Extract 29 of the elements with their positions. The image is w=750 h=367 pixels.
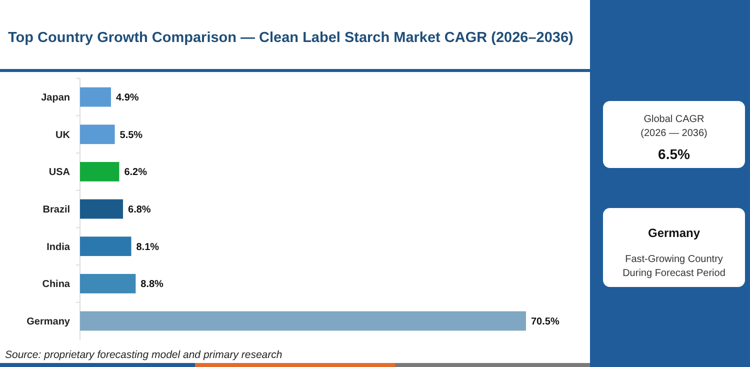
bar: [80, 124, 115, 144]
data-label: 5.5%: [120, 130, 143, 141]
text: (2026 — 2036): [640, 128, 708, 139]
bar: [80, 87, 111, 107]
text: During Forecast Period: [622, 268, 726, 279]
y-tick-label: USA: [48, 167, 70, 178]
text: Fast-Growing Country: [625, 254, 723, 265]
source-note: Source: proprietary forecasting model and primary research: [5, 349, 282, 361]
data-label: 6.8%: [128, 204, 151, 216]
data-label: 8.1%: [136, 242, 160, 253]
data-label: 8.8%: [140, 279, 164, 290]
y-tick-label: Brazil: [42, 204, 70, 216]
bar: [80, 274, 136, 294]
text: Germany: [648, 226, 700, 240]
y-tick-label: UK: [56, 130, 71, 141]
bar: [80, 236, 132, 256]
y-tick-label: Japan: [41, 92, 70, 104]
data-label: 6.2%: [124, 167, 148, 178]
text: Global CAGR: [644, 114, 704, 125]
y-tick-label: India: [46, 242, 70, 253]
text: 6.5%: [658, 146, 690, 162]
data-label: 70.5%: [531, 316, 560, 328]
bar: [80, 162, 120, 182]
data-label: 4.9%: [116, 92, 139, 104]
bar: [80, 311, 526, 331]
chart-title: Top Country Growth Comparison — Clean Label Starch Market CAGR (2026–2036): [8, 30, 574, 46]
y-tick-label: Germany: [26, 316, 70, 328]
y-tick-label: China: [42, 279, 70, 290]
bar: [80, 199, 124, 219]
